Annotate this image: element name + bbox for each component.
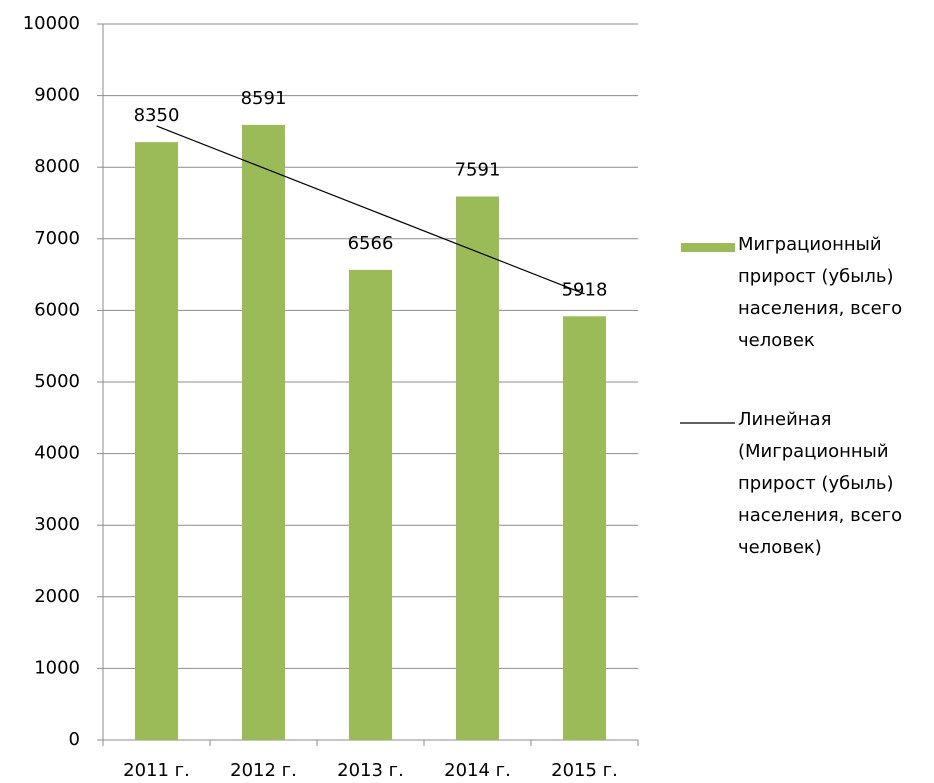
bar xyxy=(563,316,606,740)
legend-swatch xyxy=(681,243,735,252)
data-label: 8350 xyxy=(134,105,180,126)
data-label: 8591 xyxy=(241,88,287,109)
bar xyxy=(135,142,178,740)
data-label: 6566 xyxy=(348,233,394,254)
y-tick-label: 9000 xyxy=(34,85,80,106)
y-tick-label: 10000 xyxy=(23,13,80,34)
data-label: 7591 xyxy=(455,159,501,180)
x-tick-label: 2014 г. xyxy=(444,760,511,781)
y-tick-label: 8000 xyxy=(34,156,80,177)
trend-line xyxy=(156,125,585,295)
data-label: 5918 xyxy=(562,279,608,300)
y-tick-label: 2000 xyxy=(34,586,80,607)
y-tick-label: 3000 xyxy=(34,514,80,535)
x-tick-label: 2012 г. xyxy=(230,760,297,781)
bar xyxy=(456,196,499,741)
bar xyxy=(349,269,392,740)
legend-label: Миграционный прирост (убыль) населения, … xyxy=(738,234,903,351)
x-tick-label: 2015 г. xyxy=(551,760,618,781)
y-tick-label: 0 xyxy=(69,729,80,750)
y-tick-label: 1000 xyxy=(34,657,80,678)
y-tick-label: 6000 xyxy=(34,299,80,320)
x-tick-label: 2011 г. xyxy=(123,760,190,781)
legend-label: Линейная (Миграционный прирост (убыль) н… xyxy=(738,409,903,558)
bar xyxy=(242,124,285,740)
y-tick-label: 5000 xyxy=(34,371,80,392)
y-tick-label: 7000 xyxy=(34,228,80,249)
y-tick-label: 4000 xyxy=(34,443,80,464)
x-tick-label: 2013 г. xyxy=(337,760,404,781)
